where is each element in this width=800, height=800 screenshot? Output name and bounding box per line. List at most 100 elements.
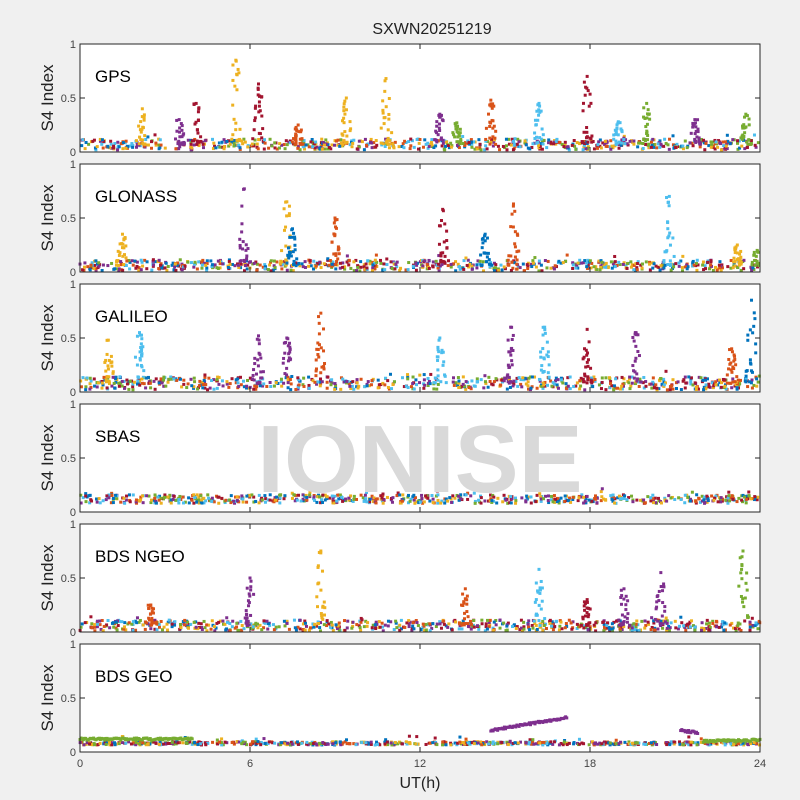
data-point [755, 259, 759, 263]
data-point [239, 619, 243, 623]
data-point [631, 364, 635, 368]
data-point [285, 143, 289, 147]
data-point [284, 139, 288, 143]
data-point [301, 383, 305, 387]
data-point [583, 140, 587, 144]
data-point [336, 257, 340, 261]
data-point [566, 376, 570, 380]
data-point [457, 381, 461, 385]
data-point [278, 501, 282, 505]
data-point [410, 139, 414, 143]
data-point [404, 268, 408, 272]
data-point [741, 493, 745, 497]
data-point [367, 500, 371, 504]
data-point [345, 742, 349, 746]
data-point [644, 384, 648, 388]
data-point [331, 629, 335, 633]
data-point [599, 499, 603, 503]
data-point [172, 377, 176, 381]
data-point [632, 622, 636, 626]
data-point [249, 579, 253, 583]
data-point [130, 622, 134, 626]
data-point [713, 496, 717, 500]
data-point [286, 344, 290, 348]
data-point [150, 623, 154, 627]
data-point [486, 385, 490, 389]
data-point [428, 499, 432, 503]
data-point [693, 381, 697, 385]
data-point [757, 619, 761, 623]
data-point [610, 497, 614, 501]
data-point [339, 743, 343, 747]
data-point [583, 347, 587, 351]
data-point [226, 265, 230, 269]
data-point [512, 259, 516, 263]
data-point [710, 381, 714, 385]
data-point [164, 261, 168, 265]
data-point [582, 145, 586, 149]
data-point [238, 147, 242, 151]
data-point [539, 368, 543, 372]
data-point [746, 338, 750, 342]
data-point [597, 140, 601, 144]
data-point [547, 138, 551, 142]
data-point [120, 384, 124, 388]
data-point [142, 118, 146, 122]
data-point [137, 620, 141, 624]
data-point [662, 266, 666, 270]
data-point [221, 743, 225, 747]
data-point [533, 131, 537, 135]
data-point [510, 497, 514, 501]
data-point [613, 501, 617, 505]
data-point [523, 141, 527, 145]
data-point [555, 137, 559, 141]
data-point [212, 141, 216, 145]
data-point [453, 135, 457, 139]
data-point [478, 142, 482, 146]
data-point [120, 246, 124, 250]
data-point [529, 386, 533, 390]
data-point [533, 600, 537, 604]
data-point [251, 373, 255, 377]
data-point [637, 141, 641, 145]
data-point [412, 387, 416, 391]
data-point [748, 625, 752, 629]
data-point [205, 629, 209, 633]
data-point [409, 144, 413, 148]
data-point [682, 378, 686, 382]
data-point [721, 620, 725, 624]
data-point [225, 741, 229, 745]
data-point [469, 627, 473, 631]
data-point [540, 586, 544, 590]
data-point [175, 118, 179, 122]
data-point [504, 498, 508, 502]
data-point [287, 246, 291, 250]
data-point [237, 384, 241, 388]
data-point [256, 626, 260, 630]
data-point [424, 494, 428, 498]
data-point [719, 385, 723, 389]
data-point [553, 140, 557, 144]
data-point [319, 346, 323, 350]
data-point [713, 265, 717, 269]
data-points [78, 549, 762, 633]
data-point [125, 382, 129, 386]
data-point [186, 382, 190, 386]
data-point [257, 138, 261, 142]
data-point [754, 254, 758, 258]
data-point [598, 268, 602, 272]
data-point [421, 264, 425, 268]
data-point [235, 495, 239, 499]
data-point [586, 146, 590, 150]
data-point [736, 141, 740, 145]
data-point [138, 383, 142, 387]
data-point [493, 266, 497, 270]
data-point [343, 99, 347, 103]
chart-title: SXWN20251219 [372, 21, 491, 38]
data-point [141, 375, 145, 379]
data-point [461, 619, 465, 623]
data-point [672, 742, 676, 746]
data-point [114, 263, 118, 267]
data-point [386, 624, 390, 628]
